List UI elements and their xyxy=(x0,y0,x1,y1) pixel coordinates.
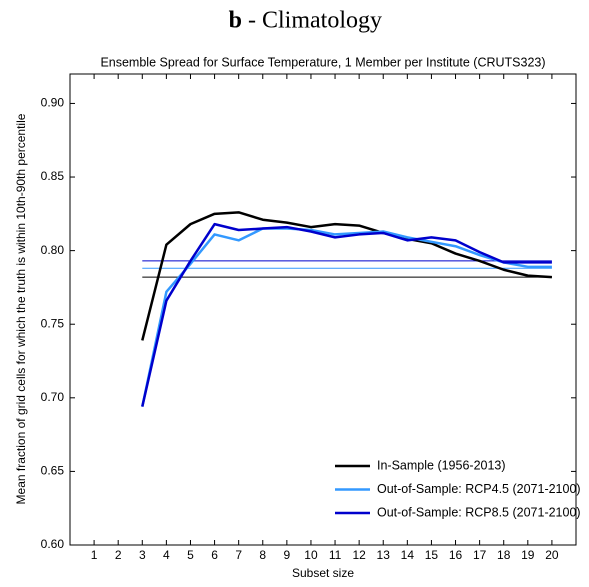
x-tick-label: 3 xyxy=(139,548,146,562)
series-line xyxy=(141,227,552,407)
y-tick-label: 0.75 xyxy=(41,316,65,330)
series-line xyxy=(141,211,552,341)
x-tick-label: 13 xyxy=(377,548,391,562)
x-tick-label: 19 xyxy=(521,548,535,562)
plot-frame xyxy=(69,73,577,546)
x-tick-label: 10 xyxy=(304,548,318,562)
x-tick-label: 11 xyxy=(329,548,342,562)
x-tick-label: 5 xyxy=(187,548,194,562)
x-axis-label: Subset size xyxy=(292,566,354,580)
x-tick-label: 12 xyxy=(352,548,366,562)
legend-label: In-Sample (1956-2013) xyxy=(377,458,506,472)
series-line xyxy=(141,222,552,407)
x-tick-label: 9 xyxy=(284,548,291,562)
x-tick-label: 4 xyxy=(163,548,170,562)
x-tick-label: 1 xyxy=(91,548,98,562)
chart-title: - Climatology xyxy=(248,8,382,34)
legend-label: Out-of-Sample: RCP4.5 (2071-2100) xyxy=(377,482,581,496)
panel-label: b xyxy=(229,8,242,34)
chart-subtitle: Ensemble Spread for Surface Temperature,… xyxy=(100,55,545,69)
x-tick-label: 15 xyxy=(425,548,439,562)
y-tick-label: 0.65 xyxy=(41,464,65,478)
y-tick-label: 0.70 xyxy=(41,390,65,404)
x-tick-label: 17 xyxy=(473,548,487,562)
x-tick-label: 6 xyxy=(211,548,218,562)
legend-label: Out-of-Sample: RCP8.5 (2071-2100) xyxy=(377,505,581,519)
x-tick-label: 18 xyxy=(497,548,511,562)
y-tick-label: 0.85 xyxy=(41,169,65,183)
y-tick-label: 0.60 xyxy=(41,537,65,551)
y-axis-label: Mean fraction of grid cells for which th… xyxy=(14,113,28,504)
x-tick-label: 20 xyxy=(545,548,559,562)
y-tick-label: 0.80 xyxy=(41,243,65,257)
x-tick-label: 14 xyxy=(401,548,415,562)
y-tick-label: 0.90 xyxy=(41,96,65,110)
x-tick-label: 16 xyxy=(449,548,463,562)
x-tick-label: 7 xyxy=(235,548,242,562)
x-tick-label: 8 xyxy=(259,548,266,562)
x-tick-label: 2 xyxy=(115,548,122,562)
